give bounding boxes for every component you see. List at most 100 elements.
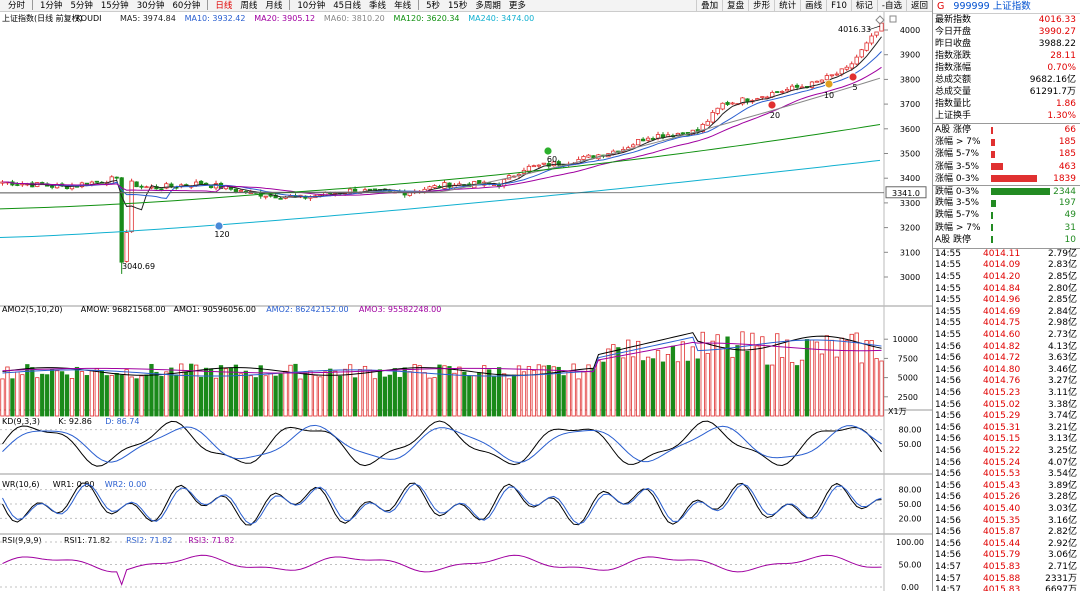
quote-row: 总成交额 9682.16亿 <box>933 74 1080 86</box>
signal-label: 120 <box>214 230 229 239</box>
period-tab[interactable]: 月线 <box>265 0 283 11</box>
indicator-value: RSI2: 71.82 <box>126 536 172 545</box>
period-tab[interactable]: 5分钟 <box>70 0 93 11</box>
toolbar-button[interactable]: -自选 <box>876 0 906 12</box>
period-tab[interactable]: 60分钟 <box>172 0 201 11</box>
volume-bar <box>462 371 467 417</box>
indicator-title: WR(10,6) <box>2 480 40 489</box>
tick-time: 14:56 <box>935 503 961 514</box>
volume-bar <box>541 365 546 417</box>
volume-bar <box>218 365 224 417</box>
tick-price: 4015.87 <box>983 527 1021 538</box>
volume-tick: 2500 <box>898 393 918 402</box>
tick-amount: 2.80亿 <box>1047 283 1077 294</box>
volume-bar <box>561 375 566 417</box>
period-tab[interactable]: 1分钟 <box>40 0 63 11</box>
price-tick: 3700 <box>900 100 920 109</box>
period-tab[interactable]: 5秒 <box>426 0 440 11</box>
candle-body <box>760 96 765 99</box>
tick-list[interactable]: 14:55 4014.11 2.79亿 14:55 4014.09 2.83亿 14:55 4… <box>933 247 1080 591</box>
volume-bar <box>174 374 179 417</box>
period-tab[interactable]: 多周期 <box>475 0 501 11</box>
candle-body <box>710 112 715 123</box>
tick-row: 14:56 4015.22 3.25亿 <box>933 446 1080 458</box>
tick-price: 4014.72 <box>983 353 1021 364</box>
volume-bar <box>611 344 616 417</box>
toolbar-button[interactable]: F10 <box>826 0 851 12</box>
volume-bar <box>377 369 383 417</box>
volume-bar <box>626 339 631 417</box>
period-tab[interactable]: 15秒 <box>448 0 468 11</box>
breadth-label: 跌幅 3-5% <box>935 198 980 209</box>
volume-bar <box>849 333 854 417</box>
period-tab[interactable]: 45日线 <box>333 0 362 11</box>
candle-body <box>581 156 586 160</box>
toolbar-button[interactable]: 复盘 <box>722 0 748 12</box>
breadth-bar <box>991 175 1038 183</box>
volume-bar <box>551 366 556 417</box>
quote-label: 最新指数 <box>935 15 972 25</box>
toolbar-button[interactable]: 叠加 <box>696 0 722 12</box>
volume-bar <box>730 356 735 417</box>
breadth-row: 跌幅 3-5% 197 <box>933 197 1080 209</box>
candle-body <box>139 185 144 188</box>
candle-body <box>367 188 373 191</box>
price-tick: 3900 <box>900 51 920 60</box>
volume-bar <box>814 341 820 417</box>
wr1-line <box>2 482 882 526</box>
high-pointer <box>867 25 881 31</box>
breadth-count: 1839 <box>1053 173 1076 184</box>
volume-bar <box>352 377 358 417</box>
toolbar-button[interactable]: 返回 <box>905 0 932 12</box>
period-tabs: 分时 1分钟 5分钟 15分钟 30分钟 60分钟 日线 周线 月线 10分钟 45日线 季线 年线 5秒… <box>4 0 530 12</box>
volume-bar <box>536 364 541 417</box>
volume-bar <box>288 364 293 417</box>
candle-body <box>536 164 541 167</box>
volume-bar <box>293 363 298 417</box>
period-tab[interactable]: 分时 <box>8 0 26 11</box>
candle-body <box>839 68 844 75</box>
period-tab[interactable]: 10分钟 <box>297 0 326 11</box>
volume-bar <box>685 360 690 417</box>
toolbar-button[interactable]: 统计 <box>774 0 800 12</box>
indicator-title: KD(9,3,3) <box>2 417 40 426</box>
volume-bar <box>839 337 844 417</box>
kline-chart[interactable]: 上证指数(日线 前复权)KOUDI MA5: 3974.84 MA10: 3932.… <box>0 12 932 591</box>
candle-body <box>705 120 710 126</box>
tick-time: 14:57 <box>935 573 961 584</box>
volume-bar <box>382 376 388 417</box>
breadth-bar <box>991 199 997 207</box>
toolbar-button[interactable]: 标记 <box>850 0 877 12</box>
candle-body <box>636 139 641 146</box>
crosshair-price-box <box>885 186 927 199</box>
quote-label: 昨日收盘 <box>935 39 972 49</box>
period-tab[interactable]: 更多 <box>508 0 526 11</box>
volume-bar <box>596 360 601 417</box>
tick-price: 4014.82 <box>983 341 1021 352</box>
period-tab[interactable]: 日线 <box>215 0 233 11</box>
volume-bar <box>715 334 720 417</box>
quote-value: 1.86 <box>1055 99 1076 109</box>
volume-bar <box>621 357 626 417</box>
candle-body <box>238 190 244 192</box>
toolbar-button[interactable]: 画线 <box>800 0 826 12</box>
volume-bar <box>655 350 661 417</box>
period-tab[interactable]: 15分钟 <box>100 0 129 11</box>
breadth-label: 跌幅 0-3% <box>935 186 980 197</box>
breadth-label: 跌幅 > 7% <box>935 222 981 233</box>
candle-body <box>715 107 720 114</box>
toolbar-button[interactable]: 步形 <box>748 0 774 12</box>
candle-body <box>149 186 154 189</box>
tick-amount: 3.13亿 <box>1047 434 1077 445</box>
volume-bar <box>362 365 368 417</box>
period-tab[interactable]: 周线 <box>240 0 258 11</box>
candle-body <box>854 56 859 65</box>
tick-row: 14:55 4014.75 2.98亿 <box>933 318 1080 330</box>
candle-body <box>278 197 283 200</box>
period-tab[interactable]: 季线 <box>369 0 387 11</box>
tick-amount: 6697万 <box>1045 585 1077 591</box>
period-tab[interactable]: 年线 <box>394 0 412 11</box>
period-tab[interactable]: 30分钟 <box>136 0 165 11</box>
volume-bar <box>501 373 507 417</box>
candle-body <box>526 165 532 172</box>
